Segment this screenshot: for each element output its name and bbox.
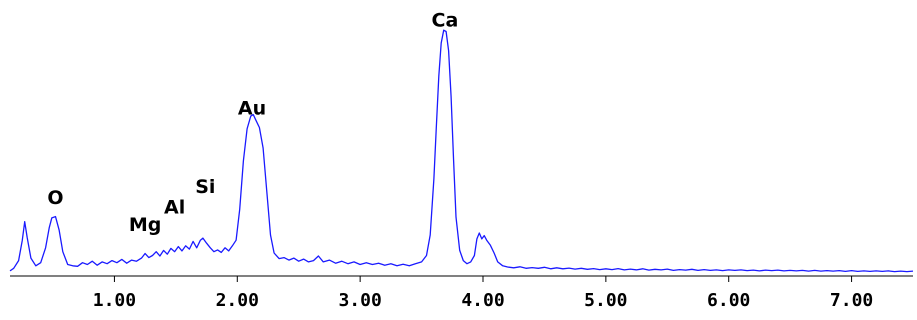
x-axis-ticks: 1.00 2.00 3.00 4.00 5.00 6.00 7.00 xyxy=(93,276,873,311)
x-tick-label: 5.00 xyxy=(584,290,627,311)
peak-label-al: Al xyxy=(164,196,185,218)
x-tick-label: 7.00 xyxy=(830,290,873,311)
x-tick-label: 2.00 xyxy=(216,290,259,311)
x-tick-label: 1.00 xyxy=(93,290,136,311)
peak-label-si: Si xyxy=(195,176,215,198)
peak-label-au: Au xyxy=(238,98,266,120)
peak-label-ca: Ca xyxy=(432,9,459,31)
x-tick-label: 3.00 xyxy=(338,290,381,311)
spectrum-series-line xyxy=(9,29,914,273)
x-tick-label: 4.00 xyxy=(461,290,504,311)
peak-label-o: O xyxy=(47,187,63,209)
peak-label-mg: Mg xyxy=(129,214,162,236)
x-tick-label: 6.00 xyxy=(707,290,750,311)
